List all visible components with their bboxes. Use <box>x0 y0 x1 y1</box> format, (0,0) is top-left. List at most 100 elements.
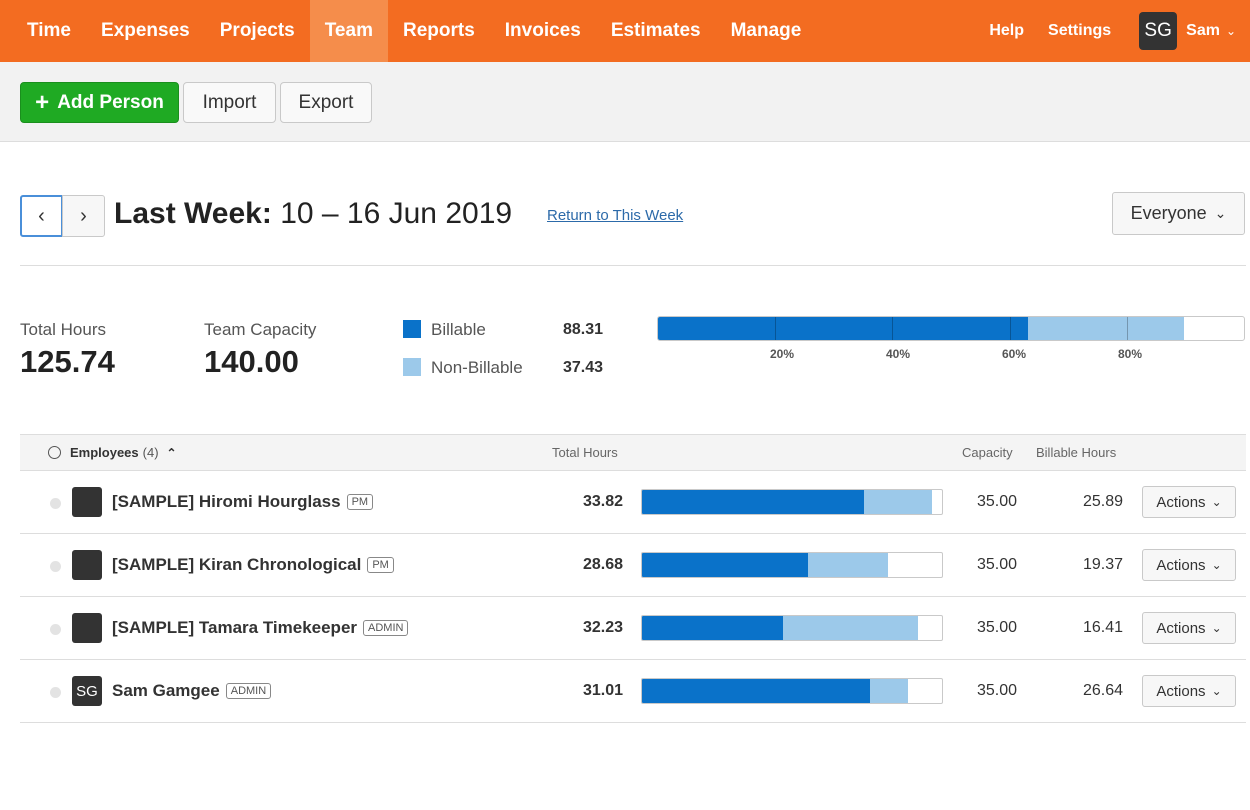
nav-help[interactable]: Help <box>989 22 1025 39</box>
team-hours-bar <box>657 316 1245 341</box>
team-capacity-label: Team Capacity <box>204 320 317 339</box>
employee-name: [SAMPLE] Tamara Timekeeper <box>112 618 358 637</box>
employee-name-link[interactable]: Sam Gamgee ADMIN <box>112 681 272 701</box>
week-prefix: Last Week: <box>114 197 272 230</box>
divider <box>20 265 1246 266</box>
avatar <box>72 613 102 643</box>
previous-week-button[interactable]: ‹ <box>20 195 63 237</box>
people-filter-dropdown[interactable]: Everyone ⌄ <box>1112 192 1245 235</box>
nav-right: Help Settings SG Sam ⌄ <box>977 0 1250 62</box>
import-button[interactable]: Import <box>183 82 276 123</box>
status-dot <box>50 498 61 509</box>
user-name: Sam <box>1186 22 1220 39</box>
billable-segment <box>642 679 871 703</box>
add-person-button[interactable]: + Add Person <box>20 82 179 123</box>
tick-mark <box>892 317 894 340</box>
chevron-down-icon: ⌄ <box>1211 684 1222 698</box>
actions-label: Actions <box>1156 619 1206 637</box>
table-row: [SAMPLE] Kiran Chronological PM 28.68 35… <box>20 534 1246 597</box>
nav-time[interactable]: Time <box>27 20 72 41</box>
tick-label-60: 60% <box>1001 347 1027 361</box>
billable-legend-swatch <box>403 320 421 338</box>
employee-name: [SAMPLE] Hiromi Hourglass <box>112 492 341 511</box>
hours-bar <box>641 615 943 641</box>
top-navigation: Time Expenses Projects Team Reports Invo… <box>0 0 1250 62</box>
export-button[interactable]: Export <box>280 82 372 123</box>
billable-hours: 19.37 <box>1082 556 1123 573</box>
nonbillable-value: 37.43 <box>563 359 604 376</box>
actions-dropdown[interactable]: Actions ⌄ <box>1142 675 1236 707</box>
hours-bar <box>641 552 943 578</box>
chevron-down-icon: ⌄ <box>1214 205 1227 221</box>
status-dot <box>50 561 61 572</box>
tick-label-40: 40% <box>885 347 911 361</box>
next-week-button[interactable]: › <box>62 195 105 237</box>
tick-label-20: 20% <box>769 347 795 361</box>
actions-dropdown[interactable]: Actions ⌄ <box>1142 612 1236 644</box>
nonbillable-segment <box>808 553 888 577</box>
table-header: Employees (4) ⌃ Total Hours Capacity Bil… <box>20 434 1246 471</box>
total-hours-label: Total Hours <box>20 320 106 339</box>
employee-name-link[interactable]: [SAMPLE] Tamara Timekeeper ADMIN <box>112 618 409 638</box>
employees-label: Employees <box>70 445 139 460</box>
user-menu[interactable]: SG Sam ⌄ <box>1139 12 1236 50</box>
billable-hours: 25.89 <box>1082 493 1123 510</box>
add-person-label: Add Person <box>57 91 164 113</box>
tick-mark <box>1009 317 1011 340</box>
nonbillable-segment <box>782 616 919 640</box>
chevron-down-icon: ⌄ <box>1211 621 1222 635</box>
nonbillable-segment <box>870 679 908 703</box>
actions-label: Actions <box>1156 682 1206 700</box>
billable-hours: 16.41 <box>1082 619 1123 636</box>
employees-sort-toggle[interactable]: Employees (4) ⌃ <box>48 445 177 460</box>
chevron-down-icon: ⌄ <box>1225 24 1236 38</box>
hours-bar <box>641 678 943 704</box>
nav-invoices[interactable]: Invoices <box>504 20 581 41</box>
status-dot <box>50 687 61 698</box>
actions-label: Actions <box>1156 493 1206 511</box>
nonbillable-segment <box>1027 317 1185 340</box>
return-to-this-week-link[interactable]: Return to This Week <box>547 207 684 224</box>
nav-settings[interactable]: Settings <box>1048 22 1112 39</box>
nav-expenses[interactable]: Expenses <box>101 20 190 41</box>
tick-mark <box>1126 317 1128 340</box>
employee-name-link[interactable]: [SAMPLE] Hiromi Hourglass PM <box>112 492 374 512</box>
actions-dropdown[interactable]: Actions ⌄ <box>1142 486 1236 518</box>
nav-reports[interactable]: Reports <box>402 20 475 41</box>
billable-segment <box>642 553 809 577</box>
week-range: 10 – 16 Jun 2019 <box>280 197 513 230</box>
nav-estimates[interactable]: Estimates <box>610 20 701 41</box>
employee-name: Sam Gamgee <box>112 681 220 700</box>
table-row: SG Sam Gamgee ADMIN 31.01 35.00 26.64 Ac… <box>20 660 1246 723</box>
plus-icon: + <box>35 88 50 116</box>
nav-manage[interactable]: Manage <box>730 20 802 41</box>
employee-name: [SAMPLE] Kiran Chronological <box>112 555 362 574</box>
nonbillable-legend-swatch <box>403 358 421 376</box>
billable-legend-label: Billable <box>431 320 486 339</box>
hours-bar <box>641 489 943 515</box>
chevron-down-icon: ⌄ <box>1211 495 1222 509</box>
role-badge: PM <box>367 557 394 573</box>
role-badge: ADMIN <box>363 620 409 636</box>
actions-label: Actions <box>1156 556 1206 574</box>
page-title: Last Week: 10 – 16 Jun 2019 <box>114 197 512 231</box>
nav-team[interactable]: Team <box>309 0 388 62</box>
column-capacity: Capacity <box>962 445 1013 460</box>
total-hours: 31.01 <box>582 682 623 699</box>
total-hours: 32.23 <box>582 619 623 636</box>
capacity: 35.00 <box>976 619 1017 636</box>
chevron-right-icon: › <box>80 204 87 227</box>
role-badge: PM <box>346 494 374 510</box>
status-dot <box>50 624 61 635</box>
table-row: [SAMPLE] Tamara Timekeeper ADMIN 32.23 3… <box>20 597 1246 660</box>
chevron-left-icon: ‹ <box>38 204 45 227</box>
avatar <box>72 487 102 517</box>
billable-segment <box>642 490 864 514</box>
actions-dropdown[interactable]: Actions ⌄ <box>1142 549 1236 581</box>
user-avatar: SG <box>1139 12 1178 50</box>
people-filter-value: Everyone <box>1130 203 1207 223</box>
chevron-down-icon: ⌄ <box>1211 558 1222 572</box>
nav-projects[interactable]: Projects <box>219 20 295 41</box>
employee-name-link[interactable]: [SAMPLE] Kiran Chronological PM <box>112 555 394 575</box>
role-badge: ADMIN <box>225 683 272 699</box>
